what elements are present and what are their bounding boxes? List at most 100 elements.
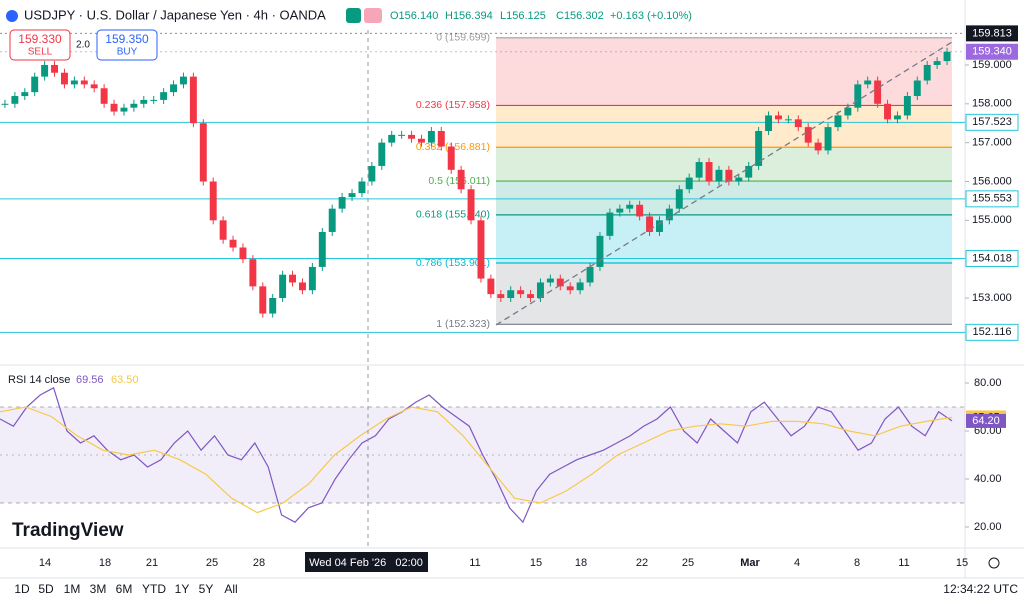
range-button[interactable]: 5Y [199,582,214,596]
range-button[interactable]: 1Y [175,582,190,596]
candle-body [358,181,366,194]
candle-body [576,282,584,291]
candle-body [596,235,604,267]
price-label-box [965,323,1019,341]
y-tick-label: 159.000 [972,59,1012,71]
candle-body [90,84,98,89]
candle-body [229,239,237,248]
candle-body [705,162,713,182]
candle-body [130,103,138,108]
y-tick-label: 40.00 [974,473,1002,485]
range-button[interactable]: 1D [14,582,30,596]
candle-body [884,103,892,120]
candle-body [556,278,564,287]
price-label-box [966,43,1018,60]
candle-body [318,231,326,267]
candle-body [328,208,336,232]
candle-body [874,80,882,104]
y-tick-label: 158.000 [972,98,1012,110]
ohlc-high: H156.394 [445,10,493,22]
candle-body [348,193,356,198]
ohlc-low: L156.125 [500,10,546,22]
candle-body [110,103,118,112]
x-tick-label: 22 [636,557,648,569]
candle-body [437,130,445,147]
logo: TradingView [12,520,124,541]
candle-body [289,274,297,283]
ohlc-open: O156.140 [390,10,438,22]
x-tick-label: 14 [39,557,51,569]
crosshair-time: Wed 04 Feb '26 02:00 [309,557,423,569]
candle-body [933,61,941,65]
candle-body [715,169,723,182]
candle-body [665,208,673,221]
symbol[interactable]: USDJPY · U.S. Dollar / Japanese Yen · 4h… [24,7,326,22]
fib-zone [496,37,952,106]
candle-body [586,266,594,283]
candle-body [120,107,128,112]
candle-body [546,278,554,283]
fib-zone [496,147,952,182]
candle-body [804,127,812,143]
candle-body [308,266,316,291]
range-button[interactable]: 1M [64,582,81,596]
y-tick-label: 153.000 [972,292,1012,304]
candle-body [80,80,88,85]
candle-body [279,274,287,299]
candle-body [497,294,505,299]
candle-body [685,177,693,190]
range-button[interactable]: All [224,582,237,596]
y-tick-label: 156.000 [972,175,1012,187]
candle-body [60,72,68,85]
ohlc-change: +0.163 (+0.10%) [610,10,692,22]
symbol-icon [6,10,18,22]
candle-body [695,162,703,178]
candle-body [51,64,59,73]
rsi-ma-value: 63.50 [111,374,139,386]
candle-body [140,99,148,104]
price-label-box [965,113,1019,131]
sell-button[interactable] [9,29,71,61]
crosshair-time-box [305,552,428,572]
candle-body [566,286,574,291]
range-button[interactable]: 3M [90,582,107,596]
candle-body [487,278,495,295]
fib-label: 1 (152.323) [436,318,490,330]
candle-body [527,294,535,299]
status-badge [346,8,361,23]
candle-body [903,96,911,116]
candle-body [179,76,187,85]
candle-body [199,123,207,182]
price-label: 159.340 [972,46,1012,58]
settings-icon[interactable] [988,557,1000,569]
candle-body [854,84,862,108]
rsi-line [0,406,953,514]
candle-body [100,88,108,104]
candle-body [893,115,901,120]
range-button[interactable]: 5D [38,582,54,596]
candle-body [398,134,406,136]
range-button[interactable]: YTD [142,582,166,596]
candle-body [259,286,267,314]
candle-body [31,76,39,93]
candle-body [834,115,842,128]
candle-body [408,134,416,139]
ohlc-close: C156.302 [556,10,604,22]
candle-body [11,96,19,104]
candle-body [239,247,247,260]
status-badge [364,8,382,23]
x-tick-label: Mar [740,557,760,569]
x-tick-label: 28 [253,557,265,569]
candle-body [824,127,832,151]
buy-button[interactable] [96,29,158,61]
candle-body [675,189,683,209]
price-label: 157.523 [972,116,1012,128]
candle-body [765,115,773,131]
candle-body [219,220,227,240]
range-button[interactable]: 6M [116,582,133,596]
candle-body [417,138,425,143]
fib-label: 0.618 (155.140) [416,209,490,221]
fib-label: 0 (159.699) [436,32,490,44]
candle-body [70,80,78,85]
